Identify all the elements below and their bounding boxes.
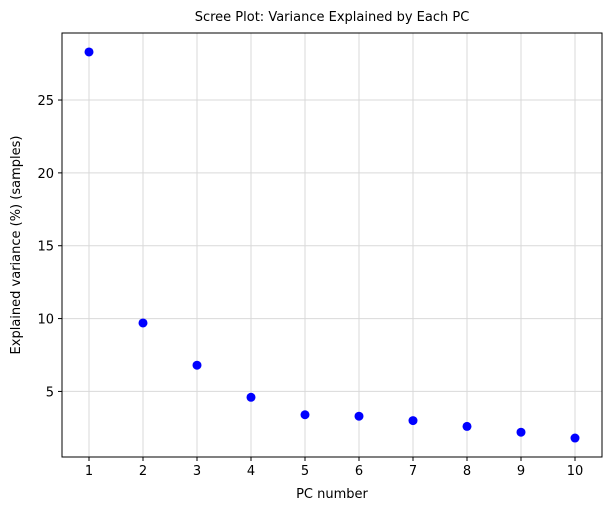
- x-tick-label: 3: [193, 464, 201, 479]
- y-tick-label: 10: [37, 313, 54, 328]
- data-point: [192, 360, 202, 370]
- chart-title: Scree Plot: Variance Explained by Each P…: [195, 10, 470, 25]
- data-point: [138, 318, 148, 328]
- x-tick-label: 6: [355, 464, 363, 479]
- grid-lines: [62, 33, 602, 457]
- x-tick-label: 7: [409, 464, 417, 479]
- x-axis-title: PC number: [296, 487, 368, 502]
- x-tick-label: 5: [301, 464, 309, 479]
- y-axis-title: Explained variance (%) (samples): [9, 136, 24, 355]
- y-tick-label: 20: [37, 167, 54, 182]
- data-point: [246, 392, 256, 402]
- y-tick-label: 25: [37, 94, 54, 109]
- data-point: [516, 427, 526, 437]
- data-point: [300, 410, 310, 420]
- x-tick-label: 10: [567, 464, 584, 479]
- plot-area-frame: [61, 32, 603, 458]
- x-tick-label: 4: [247, 464, 255, 479]
- axis-ticks: 1 2 3 4 5 6 7 8 9 10 5 10 15 20 25: [37, 94, 583, 479]
- x-tick-label: 8: [463, 464, 471, 479]
- data-point: [408, 416, 418, 426]
- data-point: [84, 47, 94, 57]
- data-point: [462, 421, 472, 431]
- y-tick-label: 5: [46, 385, 54, 400]
- x-tick-label: 9: [517, 464, 525, 479]
- y-tick-label: 15: [37, 240, 54, 255]
- data-point: [354, 411, 364, 421]
- data-point: [570, 433, 580, 443]
- x-tick-label: 2: [139, 464, 147, 479]
- x-tick-label: 1: [85, 464, 93, 479]
- data-points: [84, 47, 580, 443]
